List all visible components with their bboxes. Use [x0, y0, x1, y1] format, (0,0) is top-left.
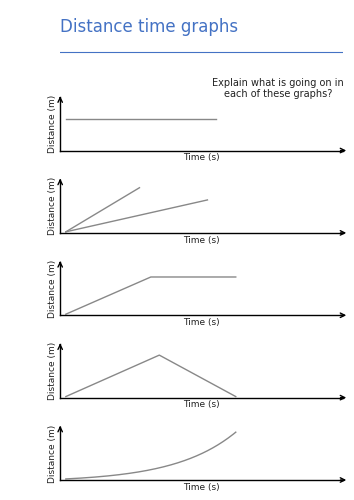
X-axis label: Time (s): Time (s) [183, 154, 220, 162]
Y-axis label: Distance (m): Distance (m) [48, 177, 57, 236]
Text: Distance time graphs: Distance time graphs [60, 18, 238, 36]
Text: Explain what is going on in
each of these graphs?: Explain what is going on in each of thes… [212, 78, 344, 99]
X-axis label: Time (s): Time (s) [183, 318, 220, 327]
Y-axis label: Distance (m): Distance (m) [48, 260, 57, 318]
Y-axis label: Distance (m): Distance (m) [48, 424, 57, 482]
X-axis label: Time (s): Time (s) [183, 236, 220, 244]
Y-axis label: Distance (m): Distance (m) [48, 95, 57, 153]
Y-axis label: Distance (m): Distance (m) [48, 342, 57, 400]
X-axis label: Time (s): Time (s) [183, 400, 220, 409]
X-axis label: Time (s): Time (s) [183, 483, 220, 492]
